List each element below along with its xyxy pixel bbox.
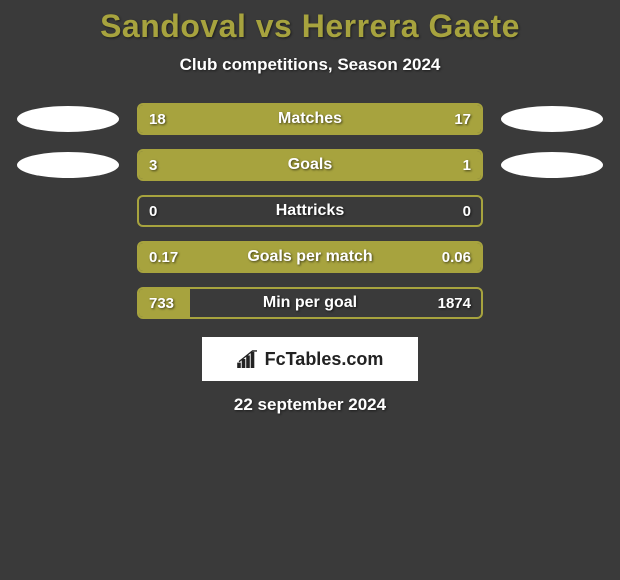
stat-label: Hattricks [139, 197, 481, 225]
page-title: Sandoval vs Herrera Gaete [0, 8, 620, 45]
logo-box: FcTables.com [202, 337, 418, 381]
stat-bar: 1817Matches [137, 103, 483, 135]
logo-text: FcTables.com [265, 349, 384, 370]
stat-bar: 0 0Hattricks [137, 195, 483, 227]
stat-value-right: 0 [463, 197, 471, 225]
player-left-marker [17, 198, 119, 224]
player-left-marker [17, 290, 119, 316]
bar-right-fill [396, 151, 482, 179]
player-left-marker [17, 152, 119, 178]
bar-left-fill [139, 151, 396, 179]
comparison-row: 0 0Hattricks [0, 195, 620, 227]
bar-left-fill [139, 289, 190, 317]
stat-label: Min per goal [139, 289, 481, 317]
stat-bar: 0.170.06Goals per match [137, 241, 483, 273]
bar-left-fill [139, 243, 392, 271]
infographic-container: Sandoval vs Herrera Gaete Club competiti… [0, 0, 620, 415]
player-right-marker [501, 152, 603, 178]
player-left-marker [17, 244, 119, 270]
date-text: 22 september 2024 [0, 395, 620, 415]
player-right-marker [501, 290, 603, 316]
comparison-row: 1817Matches [0, 103, 620, 135]
player-right-marker [501, 198, 603, 224]
bar-right-fill [392, 243, 481, 271]
comparison-rows: 1817Matches 31Goals 0 0Hattricks 0.170.06Goa… [0, 103, 620, 319]
stat-bar: 31Goals [137, 149, 483, 181]
stat-value-left: 0 [149, 197, 157, 225]
bar-right-fill [315, 105, 481, 133]
stat-value-right: 1874 [438, 289, 471, 317]
page-subtitle: Club competitions, Season 2024 [0, 55, 620, 75]
stat-bar: 7331874Min per goal [137, 287, 483, 319]
comparison-row: 0.170.06Goals per match [0, 241, 620, 273]
player-right-marker [501, 106, 603, 132]
player-right-marker [501, 244, 603, 270]
comparison-row: 31Goals [0, 149, 620, 181]
bar-left-fill [139, 105, 315, 133]
comparison-row: 7331874Min per goal [0, 287, 620, 319]
bar-chart-icon [237, 350, 259, 368]
player-left-marker [17, 106, 119, 132]
